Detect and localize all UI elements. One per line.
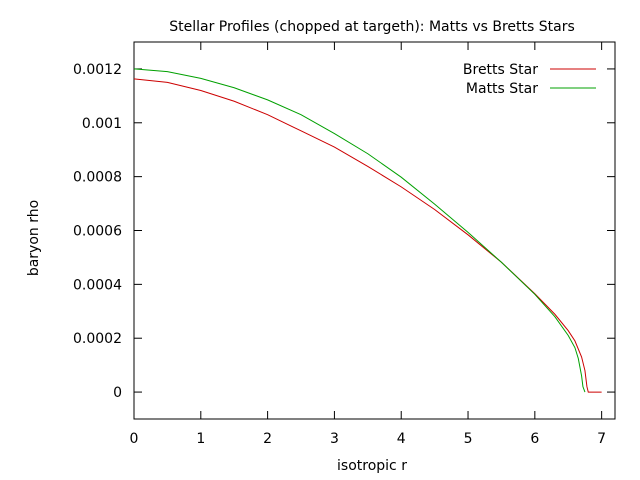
x-tick-label: 0 [130, 431, 139, 447]
x-tick-label: 1 [196, 431, 205, 447]
series-line-bretts-star [133, 78, 602, 393]
legend: Bretts Star Matts Star [463, 62, 596, 97]
y-axis-label: baryon rho [26, 200, 42, 276]
x-tick-label: 7 [597, 431, 606, 447]
legend-label: Matts Star [466, 81, 538, 97]
series-lines [133, 68, 602, 393]
y-tick-label: 0 [113, 385, 122, 401]
x-tick-label: 3 [330, 431, 339, 447]
x-tick-label: 5 [464, 431, 473, 447]
y-tick-label: 0.0012 [73, 62, 122, 78]
y-tick-label: 0.0006 [73, 224, 122, 240]
plot-frame [133, 41, 616, 420]
y-tick-label: 0.0002 [73, 331, 122, 347]
x-axis-ticks: 0 1 2 3 4 5 6 7 [130, 42, 606, 447]
chart-title: Stellar Profiles (chopped at targeth): M… [169, 19, 575, 35]
x-tick-label: 6 [530, 431, 539, 447]
x-tick-label: 4 [397, 431, 406, 447]
y-axis-ticks: 0 0.0002 0.0004 0.0006 0.0008 0.001 0.0012 [73, 62, 615, 401]
x-axis-label: isotropic r [337, 458, 407, 474]
x-tick-label: 2 [263, 431, 272, 447]
y-tick-label: 0.0004 [73, 277, 122, 293]
legend-label: Bretts Star [463, 62, 538, 78]
y-tick-label: 0.001 [82, 116, 122, 132]
y-tick-label: 0.0008 [73, 170, 122, 186]
series-line-matts-star [133, 68, 586, 393]
